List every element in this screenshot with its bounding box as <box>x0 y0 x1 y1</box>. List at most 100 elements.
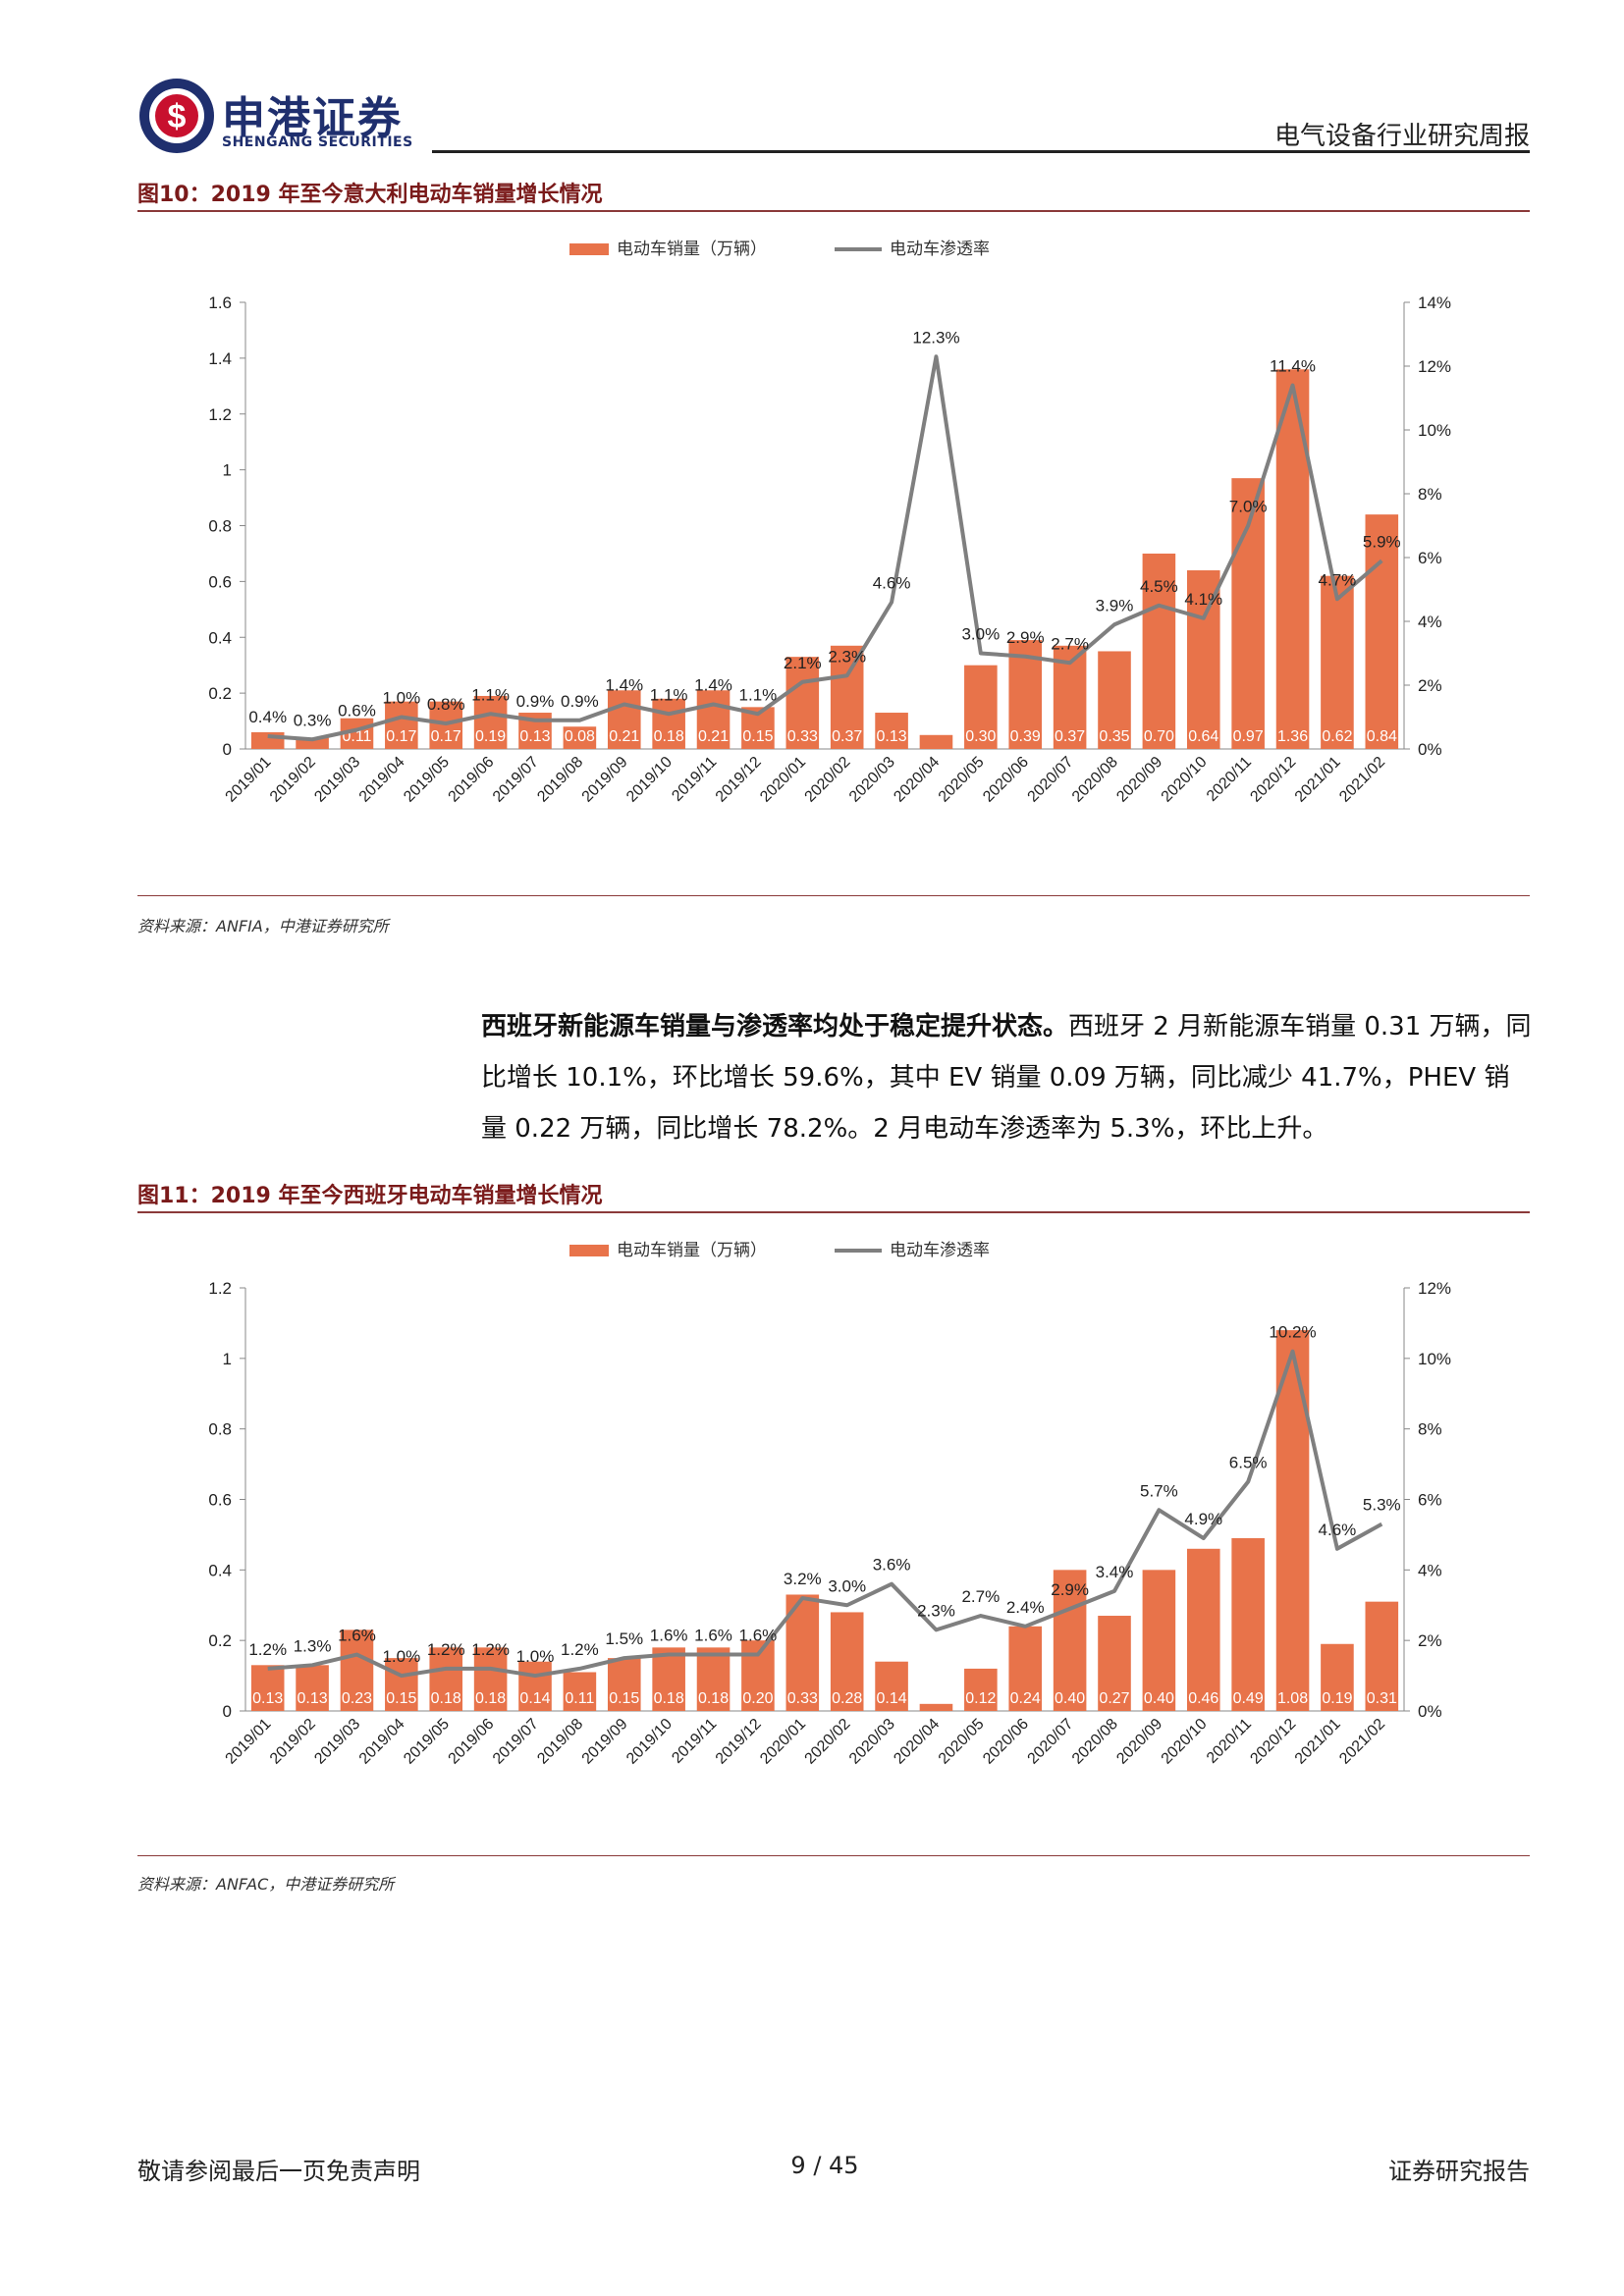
x-tick-label: 2019/02 <box>267 754 319 806</box>
line-value-label: 0.9% <box>516 692 555 711</box>
line-value-label: 2.3% <box>917 1601 955 1620</box>
bar-value-label: 0.15 <box>742 728 773 745</box>
bar-value-label: 0.49 <box>1233 1690 1264 1707</box>
x-tick-label: 2019/03 <box>311 1716 363 1768</box>
bar-value-label: 0.14 <box>519 1690 550 1707</box>
line-value-label: 12.3% <box>912 328 959 347</box>
y2-tick-label: 12% <box>1418 1279 1451 1298</box>
line-value-label: 1.6% <box>650 1627 688 1645</box>
line-value-label: 2.9% <box>1006 628 1045 647</box>
bar <box>250 1665 285 1711</box>
y-tick-label: 0.2 <box>208 684 232 703</box>
legend-line-label: 电动车渗透率 <box>890 240 990 258</box>
x-tick-label: 2019/12 <box>713 754 765 806</box>
paragraph-body: 西班牙 2 月新能源车销量 0.31 万辆，同比增长 10.1%，环比增长 59… <box>481 1012 1532 1144</box>
bar <box>875 713 908 749</box>
line-value-label: 0.9% <box>561 692 599 711</box>
bar <box>1142 553 1176 749</box>
footer-report-label: 证券研究报告 <box>1388 2158 1530 2185</box>
line-value-label: 2.4% <box>1006 1598 1045 1617</box>
x-tick-label: 2020/06 <box>980 1716 1032 1768</box>
footer-disclaimer: 敬请参阅最后一页免责声明 <box>137 2158 420 2185</box>
legend-bar-swatch <box>569 243 609 255</box>
y2-tick-label: 6% <box>1418 1491 1442 1510</box>
y2-tick-label: 14% <box>1418 294 1451 312</box>
line-value-label: 1.1% <box>650 685 688 704</box>
line-value-label: 1.0% <box>382 689 420 708</box>
bar <box>473 1647 508 1711</box>
y2-tick-label: 6% <box>1418 549 1442 567</box>
line-value-label: 3.9% <box>1096 596 1134 614</box>
y2-tick-label: 12% <box>1418 357 1451 376</box>
y2-tick-label: 10% <box>1418 421 1451 440</box>
x-tick-label: 2020/10 <box>1159 754 1211 806</box>
line-value-label: 5.9% <box>1363 532 1401 551</box>
figure-10-source: 资料来源：ANFIA，中港证券研究所 <box>137 917 389 935</box>
figure-11-source: 资料来源：ANFAC，中港证券研究所 <box>137 1875 395 1894</box>
line-value-label: 5.7% <box>1140 1481 1178 1500</box>
bar-value-label: 0.62 <box>1322 728 1352 745</box>
bar-value-label: 0.20 <box>742 1690 773 1707</box>
x-tick-label: 2020/06 <box>980 754 1032 806</box>
bar-value-label: 0.21 <box>698 728 729 745</box>
x-tick-label: 2020/05 <box>936 1716 988 1768</box>
y-tick-label: 0.2 <box>208 1631 232 1650</box>
line-value-label: 1.6% <box>739 1627 778 1645</box>
figure-10-title: 图10：2019 年至今意大利电动车销量增长情况 <box>137 183 603 207</box>
y-tick-label: 0.6 <box>208 1491 232 1510</box>
bar <box>518 1661 552 1711</box>
line-value-label: 1.0% <box>516 1647 555 1666</box>
x-tick-label: 2020/07 <box>1025 1716 1077 1768</box>
line-value-label: 1.4% <box>605 676 643 695</box>
x-tick-label: 2020/02 <box>802 1716 854 1768</box>
x-tick-label: 2020/01 <box>757 1716 809 1768</box>
line-value-label: 0.4% <box>248 708 287 726</box>
line-value-label: 1.1% <box>471 685 510 704</box>
x-tick-label: 2019/05 <box>401 754 453 806</box>
y2-tick-label: 8% <box>1418 1420 1442 1439</box>
bar-value-label: 0.40 <box>1144 1690 1174 1707</box>
line-value-label: 1.4% <box>694 676 732 695</box>
bar-value-label: 0.17 <box>386 728 416 745</box>
x-tick-label: 2019/04 <box>356 754 408 806</box>
x-tick-label: 2019/09 <box>579 1716 631 1768</box>
legend-bar-label: 电动车销量（万辆） <box>617 240 767 258</box>
line-value-label: 0.3% <box>294 711 332 729</box>
legend-bar-label: 电动车销量（万辆） <box>617 1241 767 1259</box>
penetration-line <box>267 1349 1383 1679</box>
bar-value-label: 0.18 <box>654 728 684 745</box>
bar <box>652 698 685 749</box>
line-value-label: 4.6% <box>1319 1521 1357 1539</box>
bar-value-label: 0.40 <box>1055 1690 1085 1707</box>
x-tick-label: 2020/03 <box>846 1716 898 1768</box>
bar <box>919 1703 953 1711</box>
y2-tick-label: 4% <box>1418 613 1442 631</box>
y-tick-label: 1.2 <box>208 1279 232 1298</box>
bar <box>1321 1643 1354 1711</box>
bar <box>696 690 731 749</box>
y-tick-label: 0 <box>223 740 232 759</box>
line-value-label: 3.0% <box>828 1576 866 1595</box>
line-value-label: 3.4% <box>1096 1563 1134 1581</box>
x-tick-label: 2019/01 <box>223 1716 275 1768</box>
bar-value-label: 0.33 <box>787 1690 818 1707</box>
x-tick-label: 2020/07 <box>1025 754 1077 806</box>
x-tick-label: 2021/01 <box>1292 1716 1344 1768</box>
y-tick-label: 0.6 <box>208 572 232 591</box>
page-number: 9 / 45 <box>790 2152 859 2179</box>
x-tick-label: 2020/11 <box>1204 754 1255 805</box>
line-value-label: 5.3% <box>1363 1496 1401 1515</box>
bar <box>1231 478 1265 749</box>
line-value-label: 1.2% <box>248 1640 287 1659</box>
x-tick-label: 2020/08 <box>1069 1716 1121 1768</box>
bar <box>385 1658 418 1711</box>
figure-11-top-rule <box>137 1211 1530 1213</box>
bar <box>919 734 953 749</box>
x-tick-label: 2019/11 <box>669 1716 720 1767</box>
bar-value-label: 0.33 <box>787 728 818 745</box>
spain-summary-paragraph: 西班牙新能源车销量与渗透率均处于稳定提升状态。西班牙 2 月新能源车销量 0.3… <box>481 1001 1532 1154</box>
line-value-label: 11.4% <box>1270 357 1316 376</box>
bar-value-label: 0.35 <box>1099 728 1129 745</box>
x-tick-label: 2019/02 <box>267 1716 319 1768</box>
line-value-label: 2.7% <box>1051 634 1089 653</box>
